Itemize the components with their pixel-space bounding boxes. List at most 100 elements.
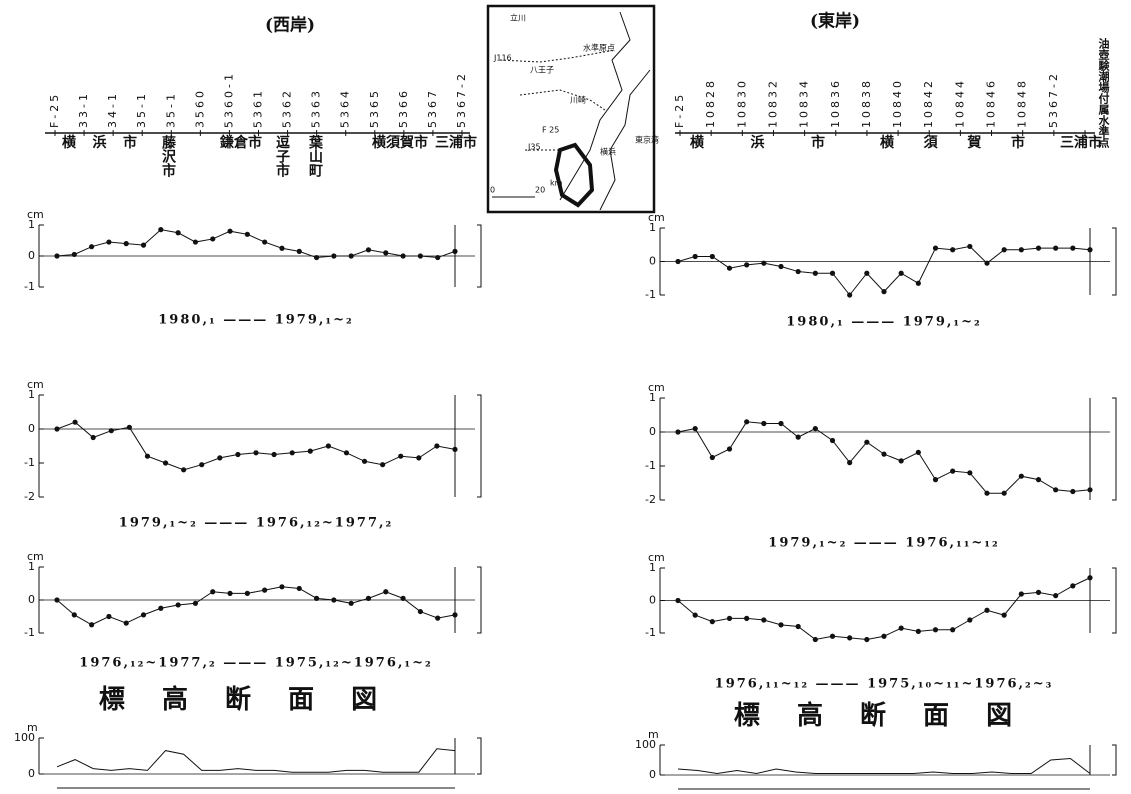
point (400, 595, 406, 601)
point (175, 230, 181, 236)
point (253, 450, 259, 456)
y-axis-label: cm (648, 551, 665, 564)
point (675, 597, 681, 604)
y-tick-label: -1 (24, 456, 35, 469)
map-route (553, 142, 595, 208)
city-label: 横 浜 市 (690, 134, 825, 151)
point (89, 244, 95, 250)
bracket (1112, 567, 1117, 634)
point (675, 258, 681, 265)
benchmark-label: 10836 (829, 78, 842, 128)
point (1053, 593, 1059, 599)
point (199, 462, 205, 468)
point (126, 424, 132, 430)
point (726, 615, 733, 621)
point (1018, 591, 1024, 597)
series-line (677, 421, 1091, 494)
point (452, 446, 458, 452)
point (984, 260, 990, 266)
benchmark-label: 5366 (397, 88, 410, 128)
point (778, 263, 784, 270)
benchmark-label: 5361 (252, 88, 265, 128)
y-axis-label: cm (648, 211, 665, 224)
map-label: 東京湾 (635, 135, 659, 145)
point (348, 253, 354, 259)
benchmark-label: 35-1 (164, 91, 177, 128)
y-tick-label: -2 (24, 490, 35, 503)
benchmark-label: F-25 (48, 92, 61, 128)
point (881, 451, 887, 457)
series-line (677, 757, 1091, 775)
point (227, 228, 233, 234)
point (932, 245, 939, 251)
point (744, 615, 750, 621)
point (90, 434, 96, 441)
point (881, 289, 887, 295)
benchmark-label: 10846 (985, 78, 998, 128)
point (279, 584, 285, 590)
point (398, 453, 404, 459)
point (967, 243, 973, 250)
map-line (499, 49, 616, 151)
point (829, 633, 836, 639)
benchmark-label: 10842 (922, 78, 935, 128)
point (1070, 583, 1076, 589)
map-coast (559, 11, 631, 201)
point (235, 451, 241, 458)
point (812, 426, 818, 432)
point (812, 270, 818, 276)
bracket (1112, 397, 1117, 501)
point (158, 605, 164, 611)
point (864, 439, 870, 445)
y-tick-label: -1 (24, 626, 35, 639)
benchmark-label: 10828 (704, 78, 717, 128)
point (761, 260, 767, 266)
point (210, 236, 216, 242)
point (829, 270, 836, 276)
point (325, 443, 331, 449)
point (331, 253, 337, 259)
point (365, 595, 372, 601)
city-label: 三浦市 (435, 134, 477, 151)
point (416, 455, 422, 461)
point (1053, 245, 1059, 251)
benchmark-label: 10830 (735, 78, 748, 128)
point (400, 253, 406, 259)
benchmark-label: 10844 (953, 78, 966, 128)
benchmark-label: F-25 (673, 92, 686, 128)
point (380, 462, 386, 468)
benchmark-label: 34-1 (106, 91, 119, 128)
point (262, 239, 268, 245)
benchmark-label: 5367 (426, 88, 439, 128)
map-label: 水準原点 (583, 43, 615, 53)
benchmark-label: 33-1 (77, 91, 90, 128)
y-tick-label: 0 (28, 249, 35, 262)
point (915, 280, 921, 286)
map-frame (486, 4, 656, 214)
point (434, 443, 440, 449)
point (262, 587, 268, 593)
bracket (477, 566, 482, 634)
point (932, 627, 939, 633)
point (244, 590, 250, 597)
caption: 1979,₁~₂ ——— 1976,₁₁~₁₂ (768, 536, 999, 551)
point (1001, 247, 1007, 253)
point (967, 617, 973, 623)
point (915, 628, 921, 634)
y-axis-label: cm (27, 550, 44, 563)
map-label: 立川 (510, 13, 526, 23)
point (313, 595, 320, 601)
point (1087, 575, 1093, 581)
point (307, 448, 313, 454)
benchmark-label: 5362 (281, 88, 294, 128)
series-line (56, 586, 456, 626)
benchmark-label: 油壺験潮場付属水準点 (1097, 37, 1110, 149)
series-line (56, 748, 456, 773)
benchmark-label: 5367-2 (1047, 71, 1060, 128)
point (726, 265, 733, 271)
point (162, 460, 169, 466)
point (829, 437, 836, 444)
point (744, 419, 750, 425)
point (435, 254, 441, 261)
series-line (56, 229, 456, 259)
